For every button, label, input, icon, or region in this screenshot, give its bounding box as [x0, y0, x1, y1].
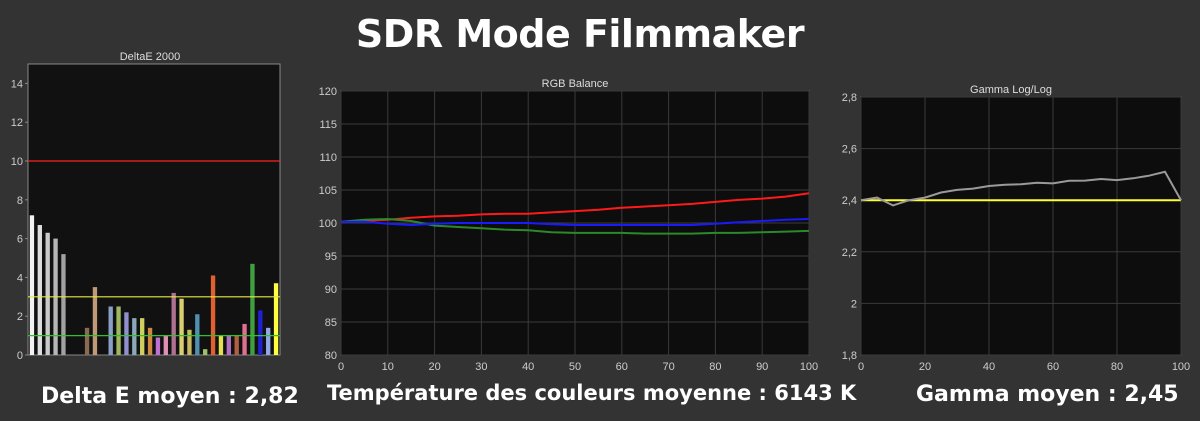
y-tick-label: 2,6 [842, 144, 857, 156]
y-tick-label: 0 [17, 350, 23, 362]
y-tick-label: 2,8 [842, 92, 857, 104]
rgb-series [340, 192, 810, 235]
deltae-bar [195, 314, 200, 355]
gamma-y-axis: 1,8 2 2,2 2,4 2,6 2,8 [842, 92, 857, 362]
deltae-bar [234, 335, 239, 355]
y-tick-label: 6 [17, 234, 23, 246]
gamma-chart-title: Gamma Log/Log [970, 84, 1052, 96]
y-tick-label: 14 [11, 78, 23, 90]
page-title: SDR Mode Filmmaker [355, 12, 805, 56]
x-tick-label: 30 [475, 361, 487, 373]
y-tick-label: 110 [319, 152, 337, 164]
deltae-bar [266, 327, 271, 355]
gamma-grid [860, 96, 1182, 356]
gamma-chart: Gamma Log/Log 1,8 2 2,2 2,4 2,6 2,8 0 20 40 60 80… [842, 84, 1190, 373]
deltae-plot-area [27, 63, 281, 356]
x-tick-label: 50 [569, 361, 581, 373]
deltae-bar [84, 327, 90, 355]
series-line [860, 170, 1182, 207]
y-tick-label: 2 [17, 311, 23, 323]
deltae-chart: DeltaE 2000 0 2 4 6 8 10 12 14 [11, 51, 281, 362]
rgb-grid [340, 90, 810, 356]
rgb-chart-title: RGB Balance [542, 78, 609, 90]
deltae-bar [45, 232, 50, 355]
deltae-bar [61, 254, 66, 355]
gamma-average-caption: Gamma moyen : 2,45 [916, 382, 1179, 407]
x-tick-label: 80 [1111, 361, 1123, 373]
y-tick-label: 12 [11, 117, 23, 129]
deltae-bar [210, 275, 216, 355]
y-tick-label: 8 [17, 195, 23, 207]
y-tick-label: 4 [17, 272, 23, 284]
y-tick-label: 105 [319, 185, 337, 197]
x-tick-label: 20 [428, 361, 440, 373]
deltae-average-caption: Delta E moyen : 2,82 [41, 384, 299, 409]
y-tick-label: 80 [325, 350, 337, 362]
x-tick-label: 40 [983, 361, 995, 373]
x-tick-label: 60 [616, 361, 628, 373]
y-tick-label: 1,8 [842, 350, 857, 362]
y-tick-label: 100 [319, 218, 337, 230]
gamma-x-axis: 0 20 40 60 80 100 [858, 361, 1190, 373]
deltae-bar [171, 292, 176, 355]
x-tick-label: 80 [709, 361, 721, 373]
deltae-bar [92, 287, 98, 355]
gamma-plot-area [860, 96, 1182, 356]
deltae-bar [147, 327, 153, 355]
deltae-bar [108, 306, 113, 355]
y-tick-label: 120 [319, 86, 337, 98]
rgb-x-axis: 0 10 20 30 40 50 60 70 80 90 100 [338, 361, 818, 373]
series-line [341, 218, 810, 227]
gamma-series [860, 170, 1182, 207]
deltae-bar [163, 335, 168, 355]
x-tick-label: 60 [1047, 361, 1059, 373]
deltae-y-axis: 0 2 4 6 8 10 12 14 [11, 78, 28, 362]
deltae-bar [187, 329, 192, 355]
deltae-chart-title: DeltaE 2000 [120, 51, 181, 63]
x-tick-label: 20 [919, 361, 931, 373]
color-temperature-caption: Température des couleurs moyenne : 6143 … [327, 381, 857, 405]
deltae-bar [116, 306, 121, 355]
y-tick-label: 90 [325, 284, 337, 296]
deltae-bar [203, 349, 208, 355]
x-tick-label: 40 [522, 361, 534, 373]
deltae-bar [132, 318, 137, 355]
y-tick-label: 95 [325, 251, 337, 263]
deltae-bar [250, 263, 255, 355]
deltae-bar [179, 298, 184, 355]
x-tick-label: 10 [382, 361, 394, 373]
y-tick-label: 2,2 [842, 247, 857, 259]
deltae-bar [29, 215, 35, 355]
y-tick-label: 10 [11, 156, 23, 168]
deltae-bar [218, 335, 224, 355]
x-tick-label: 0 [338, 361, 344, 373]
deltae-bar [155, 337, 161, 355]
deltae-bar [140, 318, 145, 355]
deltae-bar [37, 225, 42, 355]
deltae-reference-lines [28, 160, 280, 337]
series-line [340, 217, 810, 235]
deltae-bar [273, 283, 279, 355]
x-tick-label: 100 [1172, 361, 1190, 373]
x-tick-label: 100 [800, 361, 818, 373]
deltae-bar [258, 310, 263, 355]
series-line [340, 192, 810, 223]
y-tick-label: 2,4 [842, 195, 857, 207]
deltae-bar [124, 312, 129, 355]
rgb-balance-chart: RGB Balance 80 85 90 95 100 105 110 115 120 0 10 2… [319, 78, 819, 373]
deltae-bar [226, 335, 231, 355]
y-tick-label: 2 [851, 298, 857, 310]
x-tick-label: 70 [662, 361, 674, 373]
x-tick-label: 90 [756, 361, 768, 373]
rgb-y-axis: 80 85 90 95 100 105 110 115 120 [319, 86, 337, 362]
y-tick-label: 85 [325, 317, 337, 329]
y-tick-label: 115 [319, 119, 337, 131]
deltae-bar [242, 323, 247, 355]
x-tick-label: 0 [858, 361, 864, 373]
